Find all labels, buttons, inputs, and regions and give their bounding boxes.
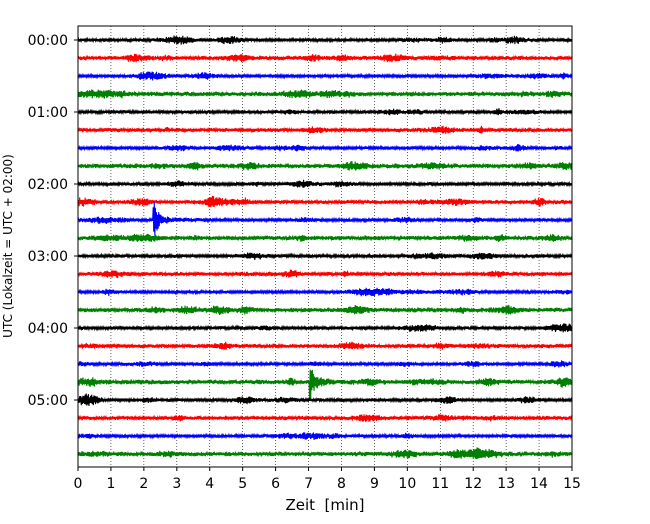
y-tick-label: 04:00 (28, 321, 68, 337)
x-tick-label: 1 (106, 476, 115, 492)
y-axis-label: UTC (Lokalzeit = UTC + 02:00) (1, 154, 15, 338)
plot-frame (77, 25, 573, 468)
trace-line (77, 269, 573, 279)
y-tick-label: 01:00 (28, 105, 68, 121)
trace-line (77, 125, 573, 134)
x-tick-label: 6 (271, 476, 280, 492)
x-tick-label: 4 (205, 476, 214, 492)
x-tick-label: 3 (172, 476, 181, 492)
y-tick-label: 00:00 (28, 33, 68, 49)
x-tick-label: 5 (238, 476, 247, 492)
trace-line (77, 161, 573, 171)
seismic-traces (77, 35, 573, 459)
x-tick-label: 9 (370, 476, 379, 492)
trace-line (77, 89, 573, 99)
trace-line (77, 447, 573, 459)
trace-line (77, 393, 573, 407)
trace-line (77, 287, 573, 297)
y-axis-ticks: 00:00 01:00 02:00 03:00 04:00 05:00 (28, 33, 78, 409)
x-tick-label: 13 (497, 476, 515, 492)
trace-line (77, 341, 573, 350)
trace-line (77, 144, 573, 152)
x-tick-label: 0 (74, 476, 83, 492)
y-tick-label: 03:00 (28, 249, 68, 265)
x-axis-ticks: 0 1 2 3 4 5 6 7 8 9 10 11 12 13 14 15 (74, 467, 581, 492)
trace-line (77, 304, 573, 315)
trace-line (77, 35, 573, 45)
x-tick-label: 10 (398, 476, 416, 492)
trace-line (77, 71, 573, 81)
trace-line (77, 360, 573, 368)
x-tick-label: 12 (464, 476, 482, 492)
x-axis-label: Zeit [min] (285, 496, 364, 514)
x-tick-label: 2 (139, 476, 148, 492)
trace-line (77, 252, 573, 260)
x-tick-label: 8 (337, 476, 346, 492)
trace-line (77, 323, 573, 333)
x-tick-label: 11 (431, 476, 449, 492)
trace-line (77, 414, 573, 422)
x-tick-label: 14 (530, 476, 548, 492)
trace-line (77, 202, 573, 236)
y-tick-label: 05:00 (28, 393, 68, 409)
trace-line (77, 108, 573, 116)
x-tick-label: 15 (563, 476, 581, 492)
trace-line (77, 195, 573, 208)
y-tick-label: 02:00 (28, 177, 68, 193)
trace-line (77, 53, 573, 63)
x-tick-label: 7 (304, 476, 313, 492)
trace-line (77, 432, 573, 440)
trace-line (77, 233, 573, 242)
trace-line (77, 369, 573, 399)
trace-line (77, 179, 573, 188)
